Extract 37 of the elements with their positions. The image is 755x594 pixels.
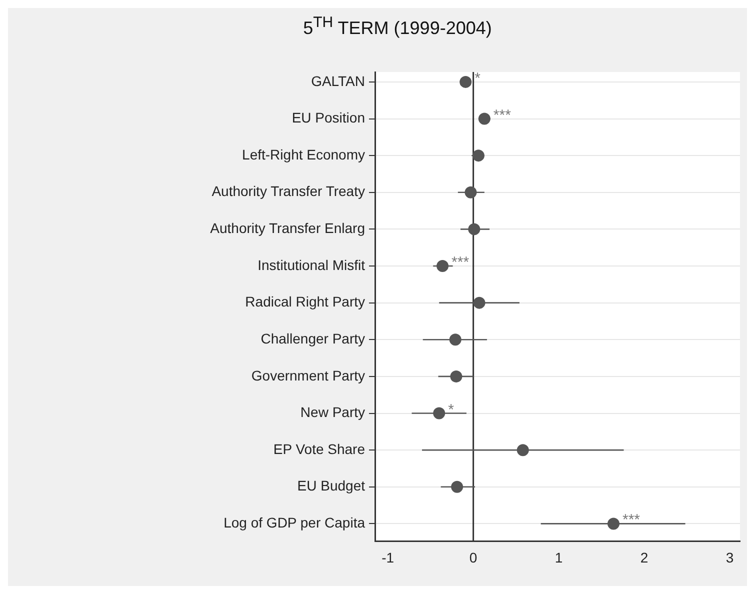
annotation: *** — [452, 254, 470, 272]
point — [468, 223, 480, 236]
point — [472, 150, 484, 162]
y-tick-label: EU Position — [292, 110, 365, 126]
point — [449, 334, 462, 346]
point — [607, 518, 620, 530]
y-tick-label: Log of GDP per Capita — [224, 514, 366, 531]
annotation: *** — [493, 106, 512, 124]
point — [473, 296, 486, 309]
x-tick-label: 3 — [726, 549, 734, 566]
x-tick-label: 2 — [640, 549, 648, 566]
point — [433, 407, 446, 420]
point — [451, 480, 464, 493]
annotation: *** — [622, 512, 640, 529]
annotation: * — [448, 401, 454, 418]
x-tick-label: 0 — [469, 549, 478, 566]
y-tick-label: New Party — [300, 404, 365, 420]
y-tick-label: Left-Right Economy — [242, 146, 365, 162]
point — [436, 260, 449, 272]
chart-title: 5$^{TH}$ TERM (1999-2004) — [302, 14, 493, 39]
y-tick-label: EU Budget — [297, 478, 366, 494]
point — [450, 370, 462, 382]
y-tick-label: GALTAN — [311, 72, 365, 89]
y-tick-label: Government Party — [251, 367, 365, 384]
annotation: * — [474, 70, 481, 87]
point — [516, 444, 529, 456]
point — [464, 186, 477, 198]
point — [460, 76, 472, 88]
y-tick-label: Authority Transfer Treaty — [212, 183, 365, 200]
y-tick-label: Institutional Misfit — [258, 256, 366, 273]
y-tick-label: Radical Right Party — [245, 294, 365, 310]
y-tick-label: Challenger Party — [260, 330, 365, 346]
point — [478, 112, 490, 125]
x-tick-label: -1 — [382, 549, 394, 566]
y-tick-label: Authority Transfer Enlarg — [210, 220, 365, 236]
x-tick-label: 1 — [554, 549, 563, 566]
y-tick-label: EP Vote Share — [273, 440, 366, 457]
